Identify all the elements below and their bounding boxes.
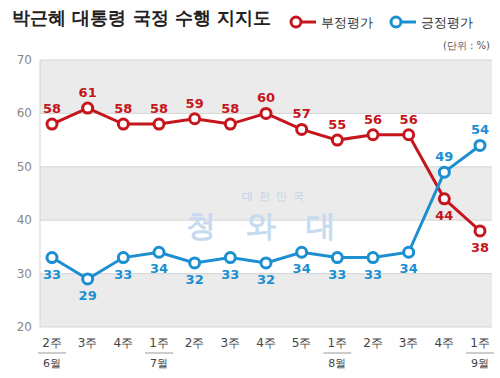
data-point [368, 253, 378, 263]
x-tick-label: 4주 [256, 336, 276, 350]
y-tick-label: 40 [17, 213, 32, 227]
data-point [47, 253, 57, 263]
data-label: 58 [43, 101, 61, 116]
data-point [118, 253, 128, 263]
data-label: 32 [257, 272, 275, 287]
data-point [261, 108, 271, 118]
data-label: 58 [221, 101, 239, 116]
data-label: 44 [435, 208, 453, 223]
data-point [154, 119, 164, 129]
data-point [404, 247, 414, 257]
data-point [297, 124, 307, 134]
series-line [52, 145, 480, 279]
data-label: 33 [43, 267, 61, 282]
x-tick-label: 3주 [221, 336, 241, 350]
data-point [439, 194, 449, 204]
data-point [261, 258, 271, 268]
month-divider [323, 353, 351, 354]
data-label: 61 [79, 85, 97, 100]
series-line [52, 108, 480, 231]
month-divider [145, 353, 173, 354]
x-tick-label: 5주 [292, 336, 312, 350]
data-label: 57 [293, 106, 311, 121]
legend-marker [391, 17, 401, 27]
data-label: 34 [150, 261, 168, 276]
y-tick-label: 50 [17, 160, 32, 174]
data-label: 54 [471, 122, 489, 137]
y-tick-label: 60 [17, 106, 32, 120]
data-label: 60 [257, 90, 275, 105]
grid-line [40, 327, 492, 328]
data-point [190, 114, 200, 124]
data-label: 49 [435, 149, 453, 164]
data-label: 56 [364, 112, 382, 127]
data-point [475, 140, 485, 150]
x-tick-label: 4주 [435, 336, 455, 350]
data-point [439, 167, 449, 177]
grid-band [40, 60, 492, 113]
data-label: 34 [293, 261, 311, 276]
data-label: 34 [400, 261, 418, 276]
data-label: 33 [114, 267, 132, 282]
data-label: 56 [400, 112, 418, 127]
data-point [118, 119, 128, 129]
x-tick-label: 4주 [114, 336, 134, 350]
data-point [297, 247, 307, 257]
y-tick-label: 20 [17, 320, 32, 334]
watermark-text: 대한민국 [242, 190, 310, 203]
data-label: 58 [114, 101, 132, 116]
x-tick-label: 2주 [185, 336, 205, 350]
y-tick-label: 30 [17, 267, 32, 281]
grid-line [40, 60, 492, 61]
data-label: 33 [364, 267, 382, 282]
data-point [475, 226, 485, 236]
y-axis-line [40, 60, 41, 327]
data-point [225, 253, 235, 263]
data-point [404, 130, 414, 140]
legend-label: 긍정평가 [421, 15, 473, 30]
watermark-text: 청와대 [186, 208, 366, 243]
data-label: 32 [186, 272, 204, 287]
data-label: 29 [79, 288, 97, 303]
chart-title: 박근혜 대통령 국정 수행 지지도 [12, 7, 271, 28]
x-tick-label: 3주 [399, 336, 419, 350]
data-point [83, 274, 93, 284]
data-label: 33 [328, 267, 346, 282]
data-label: 55 [328, 117, 346, 132]
data-point [332, 253, 342, 263]
chart-svg: 20 30 40 50 60 70 대한민국청와대 박근혜 대통령 국정 수행 지지도 (단위 … [0, 0, 500, 378]
data-point [47, 119, 57, 129]
y-tick-label: 70 [17, 53, 32, 67]
data-point [225, 119, 235, 129]
data-point [368, 130, 378, 140]
unit-label: (단위 : %) [443, 40, 490, 51]
data-label: 59 [186, 96, 204, 111]
x-tick-label: 2주 [363, 336, 383, 350]
grid-line [40, 166, 492, 167]
plot-area [47, 103, 485, 284]
data-point [190, 258, 200, 268]
data-point [332, 135, 342, 145]
data-point [83, 103, 93, 113]
x-tick-label: 3주 [78, 336, 98, 350]
month-divider [466, 353, 494, 354]
data-point [154, 247, 164, 257]
legend-marker [291, 17, 301, 27]
month-divider [38, 353, 66, 354]
legend-label: 부정평가 [321, 15, 373, 30]
data-label: 38 [471, 240, 489, 255]
data-label: 33 [221, 267, 239, 282]
data-label: 58 [150, 101, 168, 116]
chart-container: 20 30 40 50 60 70 대한민국청와대 박근혜 대통령 국정 수행 지지도 (단위 … [0, 0, 500, 378]
